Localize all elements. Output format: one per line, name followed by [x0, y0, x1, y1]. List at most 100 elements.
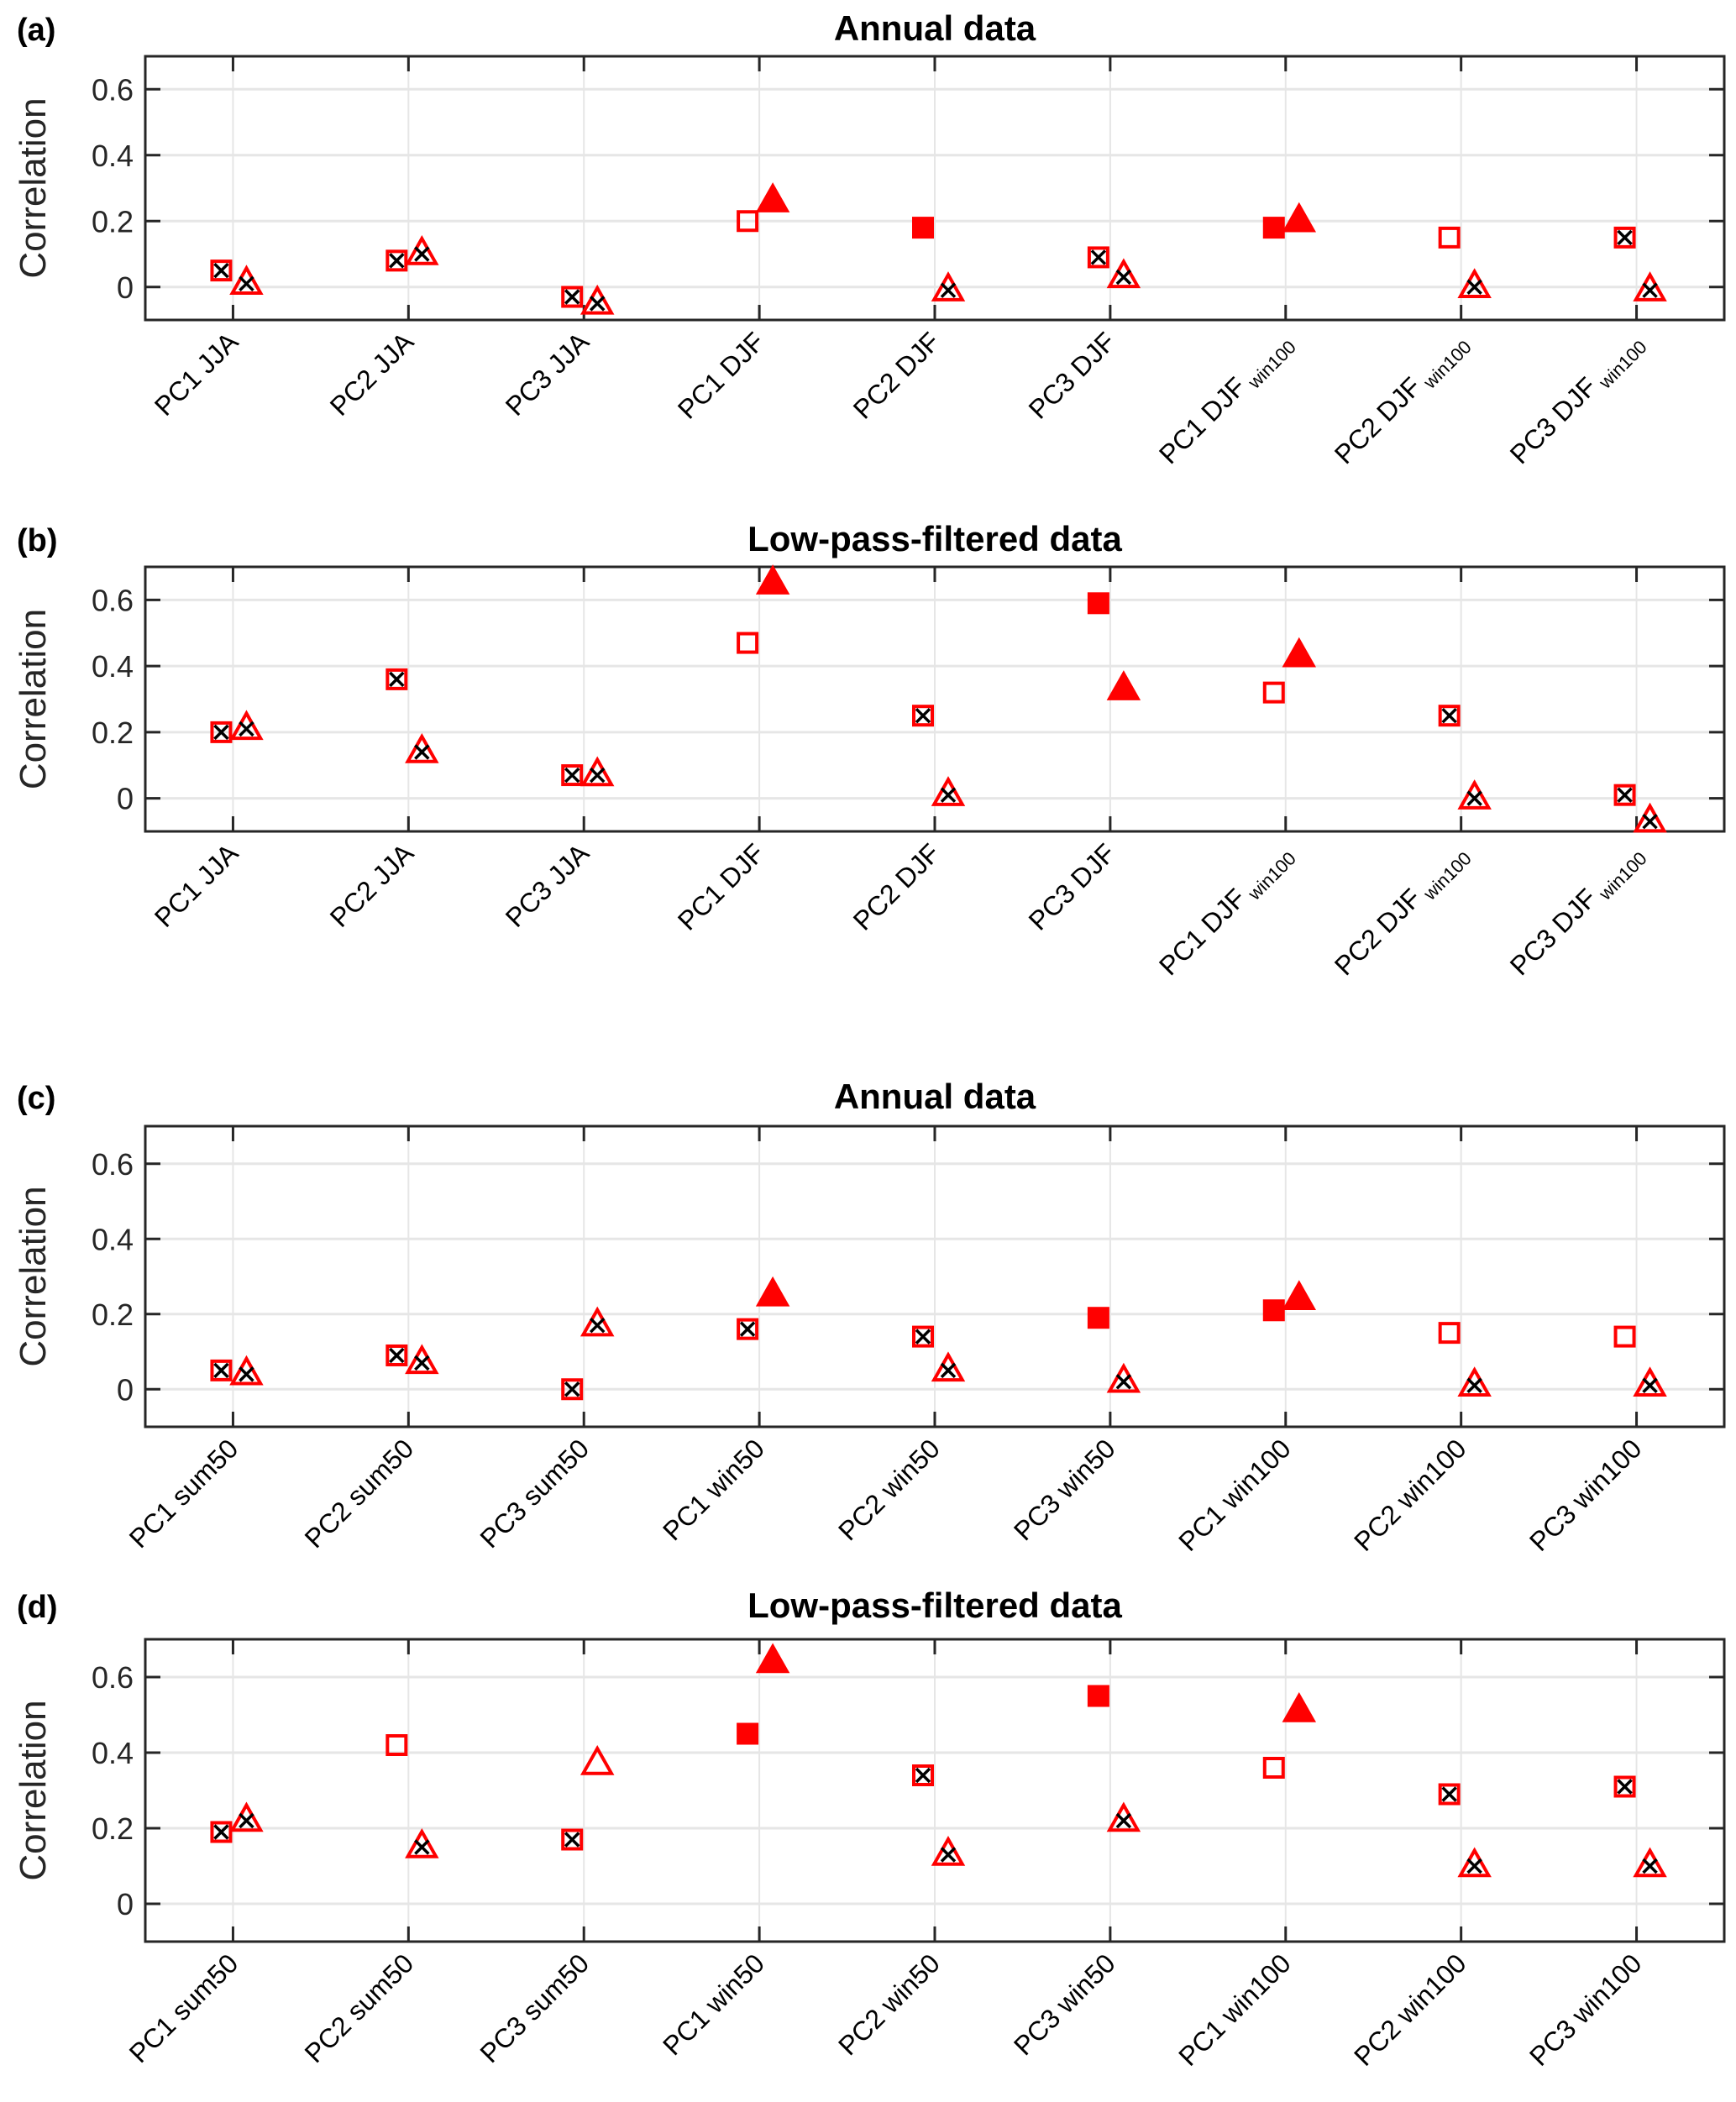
x-tick-label: PC1 win100	[1172, 1947, 1296, 2071]
triangle-marker-crossed	[1633, 1847, 1667, 1878]
triangle-marker-crossed	[405, 1344, 439, 1375]
triangle-marker-crossed	[580, 756, 615, 787]
x-tick-label: PC2 DJFwin100	[1329, 326, 1476, 473]
x-tick-label: PC3 JJA	[500, 326, 595, 422]
triangle-marker	[580, 1306, 615, 1337]
square-marker	[1262, 681, 1285, 704]
triangle-marker-crossed	[931, 1835, 966, 1866]
panel-label: (c)	[17, 1081, 55, 1116]
x-tick-label: PC1 DJF	[672, 837, 770, 936]
chart-title: Annual data	[834, 1077, 1036, 1116]
triangle-marker	[1457, 268, 1492, 298]
x-tick-label-main: PC3 win100	[1524, 1947, 1647, 2071]
triangle-marker	[405, 1827, 439, 1858]
y-tick-label: 0.4	[92, 1222, 134, 1256]
triangle-marker	[931, 776, 966, 806]
cross-mark	[239, 275, 254, 292]
y-axis-label: Correlation	[13, 609, 54, 789]
x-tick-label-main: PC2 sum50	[299, 1433, 420, 1554]
x-tick-label: PC2 win100	[1348, 1947, 1471, 2071]
square-marker	[912, 217, 934, 239]
x-tick-label-main: PC3 DJF	[1504, 883, 1602, 981]
x-tick-label: PC3 win100	[1524, 1947, 1647, 2071]
cross-mark	[1642, 1377, 1658, 1394]
square-marker-crossed	[737, 1318, 759, 1340]
triangle-marker-open	[580, 1744, 615, 1775]
x-tick-label-subscript: win100	[1594, 337, 1651, 394]
x-tick-label: PC1 DJF	[672, 326, 770, 424]
triangle-marker-crossed	[1457, 779, 1492, 810]
x-tick-label-main: PC3 JJA	[500, 326, 595, 422]
series-square	[210, 592, 1636, 806]
x-tick-label: PC1 DJFwin100	[1153, 326, 1300, 473]
series-triangle	[229, 182, 1667, 315]
triangle-marker	[931, 271, 966, 301]
square-marker	[385, 1734, 408, 1756]
x-tick-label: PC1 sum50	[123, 1947, 244, 2068]
square-marker-crossed	[1438, 705, 1461, 727]
triangle-marker	[1282, 1280, 1317, 1311]
cross-mark	[940, 282, 957, 298]
cross-mark	[564, 767, 580, 784]
x-tick-label-main: PC1 sum50	[123, 1433, 244, 1554]
square-marker	[912, 1764, 934, 1786]
x-tick-label-main: PC2 JJA	[324, 837, 420, 933]
square-marker	[561, 764, 584, 787]
triangle-marker-crossed	[1457, 1366, 1492, 1397]
square-marker-filled	[1087, 1685, 1109, 1707]
square-marker	[210, 1821, 233, 1843]
triangle-marker-filled	[755, 182, 790, 212]
cross-mark	[389, 1347, 405, 1364]
x-tick-label-main: PC3 JJA	[500, 837, 595, 933]
triangle-marker-crossed	[1106, 1362, 1141, 1393]
cross-mark	[915, 707, 931, 724]
triangle-marker-crossed	[1633, 802, 1667, 833]
x-tick-label: PC1 JJA	[149, 837, 244, 933]
triangle-marker-crossed	[931, 271, 966, 301]
y-tick-label: 0.6	[92, 583, 134, 617]
square-marker-crossed	[210, 1359, 233, 1381]
y-axis-label: Correlation	[13, 97, 54, 278]
triangle-marker	[229, 710, 264, 741]
x-tick-label-main: PC1 JJA	[149, 326, 244, 422]
square-marker	[737, 210, 759, 233]
cross-mark	[1617, 787, 1633, 803]
grid	[145, 56, 1724, 320]
triangle-marker	[1633, 1366, 1667, 1397]
triangle-marker	[405, 234, 439, 265]
triangle-marker-filled	[1282, 202, 1317, 233]
square-marker	[1613, 784, 1636, 806]
chart-title: Low-pass-filtered data	[747, 519, 1122, 558]
triangle-marker	[1106, 670, 1141, 700]
square-marker	[1087, 592, 1109, 615]
square-marker	[1438, 705, 1461, 727]
cross-mark	[1642, 1858, 1658, 1874]
cross-mark	[1115, 1812, 1132, 1829]
y-tick-label: 0.4	[92, 649, 134, 684]
grid	[145, 567, 1724, 831]
square-marker-crossed	[1438, 1783, 1461, 1806]
x-tick-label-main: PC2 DJF	[847, 326, 946, 424]
panel-c: (c) Annual data 0 0.2 0.4 0.6 Correlation PC1 s…	[13, 1077, 1726, 1557]
x-tick-label: PC2 sum50	[299, 1947, 420, 2068]
cross-mark	[1466, 1858, 1482, 1874]
square-marker-crossed	[561, 286, 584, 308]
x-tick-label-main: PC3 win100	[1524, 1433, 1647, 1556]
x-tick-label-main: PC3 DJF	[1504, 371, 1602, 469]
x-tick-label-subscript: win100	[1419, 848, 1476, 905]
triangle-marker	[405, 732, 439, 763]
y-tick-label: 0	[117, 270, 134, 305]
triangle-marker-crossed	[1457, 268, 1492, 298]
triangle-marker-crossed	[229, 1801, 264, 1832]
x-tick-label-main: PC2 DJF	[1329, 883, 1427, 981]
cross-mark	[1466, 790, 1482, 806]
triangle-marker-crossed	[229, 710, 264, 741]
x-tick-label: PC1 sum50	[123, 1433, 244, 1554]
y-tick-label: 0.2	[92, 1811, 134, 1846]
triangle-marker-crossed	[229, 1355, 264, 1386]
x-tick-label-subscript: win100	[1419, 337, 1476, 394]
triangle-marker-crossed	[1633, 271, 1667, 301]
square-marker-filled	[912, 217, 934, 239]
x-tick-label-main: PC1 win50	[657, 1433, 770, 1546]
